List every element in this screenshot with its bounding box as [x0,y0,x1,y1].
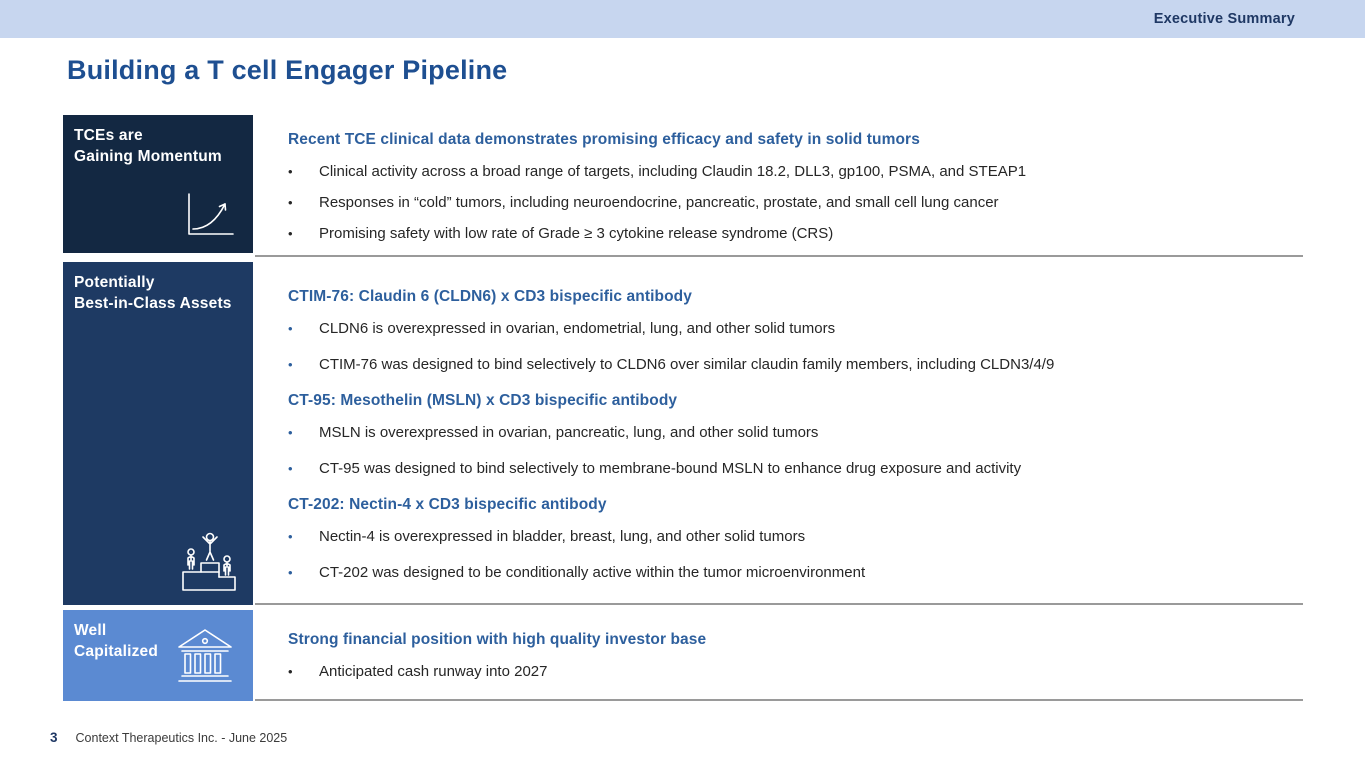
section-heading: Strong financial position with high qual… [288,631,707,648]
slide-footer: 3 Context Therapeutics Inc. - June 2025 [50,730,287,745]
bullet-item: • MSLN is overexpressed in ovarian, panc… [288,423,1303,443]
bullet-item: • Anticipated cash runway into 2027 [288,662,1303,682]
section-heading: CTIM-76: Claudin 6 (CLDN6) x CD3 bispeci… [288,288,692,305]
bullet-item: • Promising safety with low rate of Grad… [288,224,1303,244]
bullet-marker: • [288,195,293,210]
bullet-marker: • [288,226,293,241]
header-tab-label: Executive Summary [1153,11,1295,27]
sidebar-box-label-line: Best-in-Class Assets [74,295,232,312]
page-title: Building a T cell Engager Pipeline [67,55,508,85]
sidebar-box-label: Well Capitalized [74,620,243,662]
bank-building-icon [173,625,237,692]
content-group-ct202: CT-202: Nectin-4 x CD3 bispecific antibo… [288,495,1303,583]
page-number: 3 [50,730,58,745]
bullet-text: Anticipated cash runway into 2027 [319,663,548,680]
content-group-ct95: CT-95: Mesothelin (MSLN) x CD3 bispecifi… [288,391,1303,479]
row-best-in-class: Potentially Best-in-Class Assets [63,262,1303,605]
section-heading: Recent TCE clinical data demonstrates pr… [288,131,920,148]
bullet-marker: • [288,164,293,179]
bullet-marker: • [288,357,293,372]
sidebar-box-label-line: Capitalized [74,643,159,660]
bullet-item: • CLDN6 is overexpressed in ovarian, end… [288,319,1303,339]
sidebar-box-label: TCEs are Gaining Momentum [74,125,243,167]
bullet-item: • Clinical activity across a broad range… [288,162,1303,182]
content-group-ctim76: CTIM-76: Claudin 6 (CLDN6) x CD3 bispeci… [288,287,1303,375]
section-financial: Strong financial position with high qual… [255,610,1303,701]
row-tce-momentum: TCEs are Gaining Momentum Recent TCE cli… [63,115,1303,257]
growth-chart-icon [181,188,237,245]
bullet-marker: • [288,321,293,336]
bullet-marker: • [288,425,293,440]
bullet-text: MSLN is overexpressed in ovarian, pancre… [319,424,819,441]
sidebar-box-tces-gaining-momentum: TCEs are Gaining Momentum [63,115,253,253]
bullet-text: CT-95 was designed to bind selectively t… [319,460,1022,477]
bullet-item: • Nectin-4 is overexpressed in bladder, … [288,527,1303,547]
bullet-item: • Responses in “cold” tumors, including … [288,193,1303,213]
bullet-text: CT-202 was designed to be conditionally … [319,564,866,581]
bullet-text: Nectin-4 is overexpressed in bladder, br… [319,528,806,545]
bullet-item: • CT-95 was designed to bind selectively… [288,459,1303,479]
sidebar-box-label-line: Gaining Momentum [74,148,222,165]
bullet-text: Clinical activity across a broad range o… [319,163,1027,180]
bullet-item: • CT-202 was designed to be conditionall… [288,563,1303,583]
sidebar-box-label-line: TCEs are [74,127,143,144]
bullet-marker: • [288,529,293,544]
bullet-marker: • [288,664,293,679]
content-group: Recent TCE clinical data demonstrates pr… [288,130,1303,244]
section-heading: CT-202: Nectin-4 x CD3 bispecific antibo… [288,496,607,513]
bullet-text: CTIM-76 was designed to bind selectively… [319,356,1055,373]
bullet-text: Responses in “cold” tumors, including ne… [319,194,999,211]
bullet-marker: • [288,565,293,580]
content-group: Strong financial position with high qual… [288,630,1303,682]
header-bar: Executive Summary [0,0,1365,38]
sidebar-box-label: Potentially Best-in-Class Assets [74,272,243,314]
sidebar-box-label-line: Potentially [74,274,155,291]
section-pipeline-assets: CTIM-76: Claudin 6 (CLDN6) x CD3 bispeci… [255,262,1303,605]
bullet-item: • CTIM-76 was designed to bind selective… [288,355,1303,375]
winner-podium-icon [177,528,239,597]
section-heading: CT-95: Mesothelin (MSLN) x CD3 bispecifi… [288,392,678,409]
section-clinical-data: Recent TCE clinical data demonstrates pr… [255,115,1303,257]
bullet-text: Promising safety with low rate of Grade … [319,225,834,242]
row-well-capitalized: Well Capitalized [63,610,1303,701]
footer-text: Context Therapeutics Inc. - June 2025 [75,731,288,745]
body-area: TCEs are Gaining Momentum Recent TCE cli… [63,115,1303,701]
sidebar-box-well-capitalized: Well Capitalized [63,610,253,701]
sidebar-box-label-line: Well [74,622,107,639]
bullet-marker: • [288,461,293,476]
bullet-text: CLDN6 is overexpressed in ovarian, endom… [319,320,836,337]
sidebar-box-best-in-class-assets: Potentially Best-in-Class Assets [63,262,253,605]
